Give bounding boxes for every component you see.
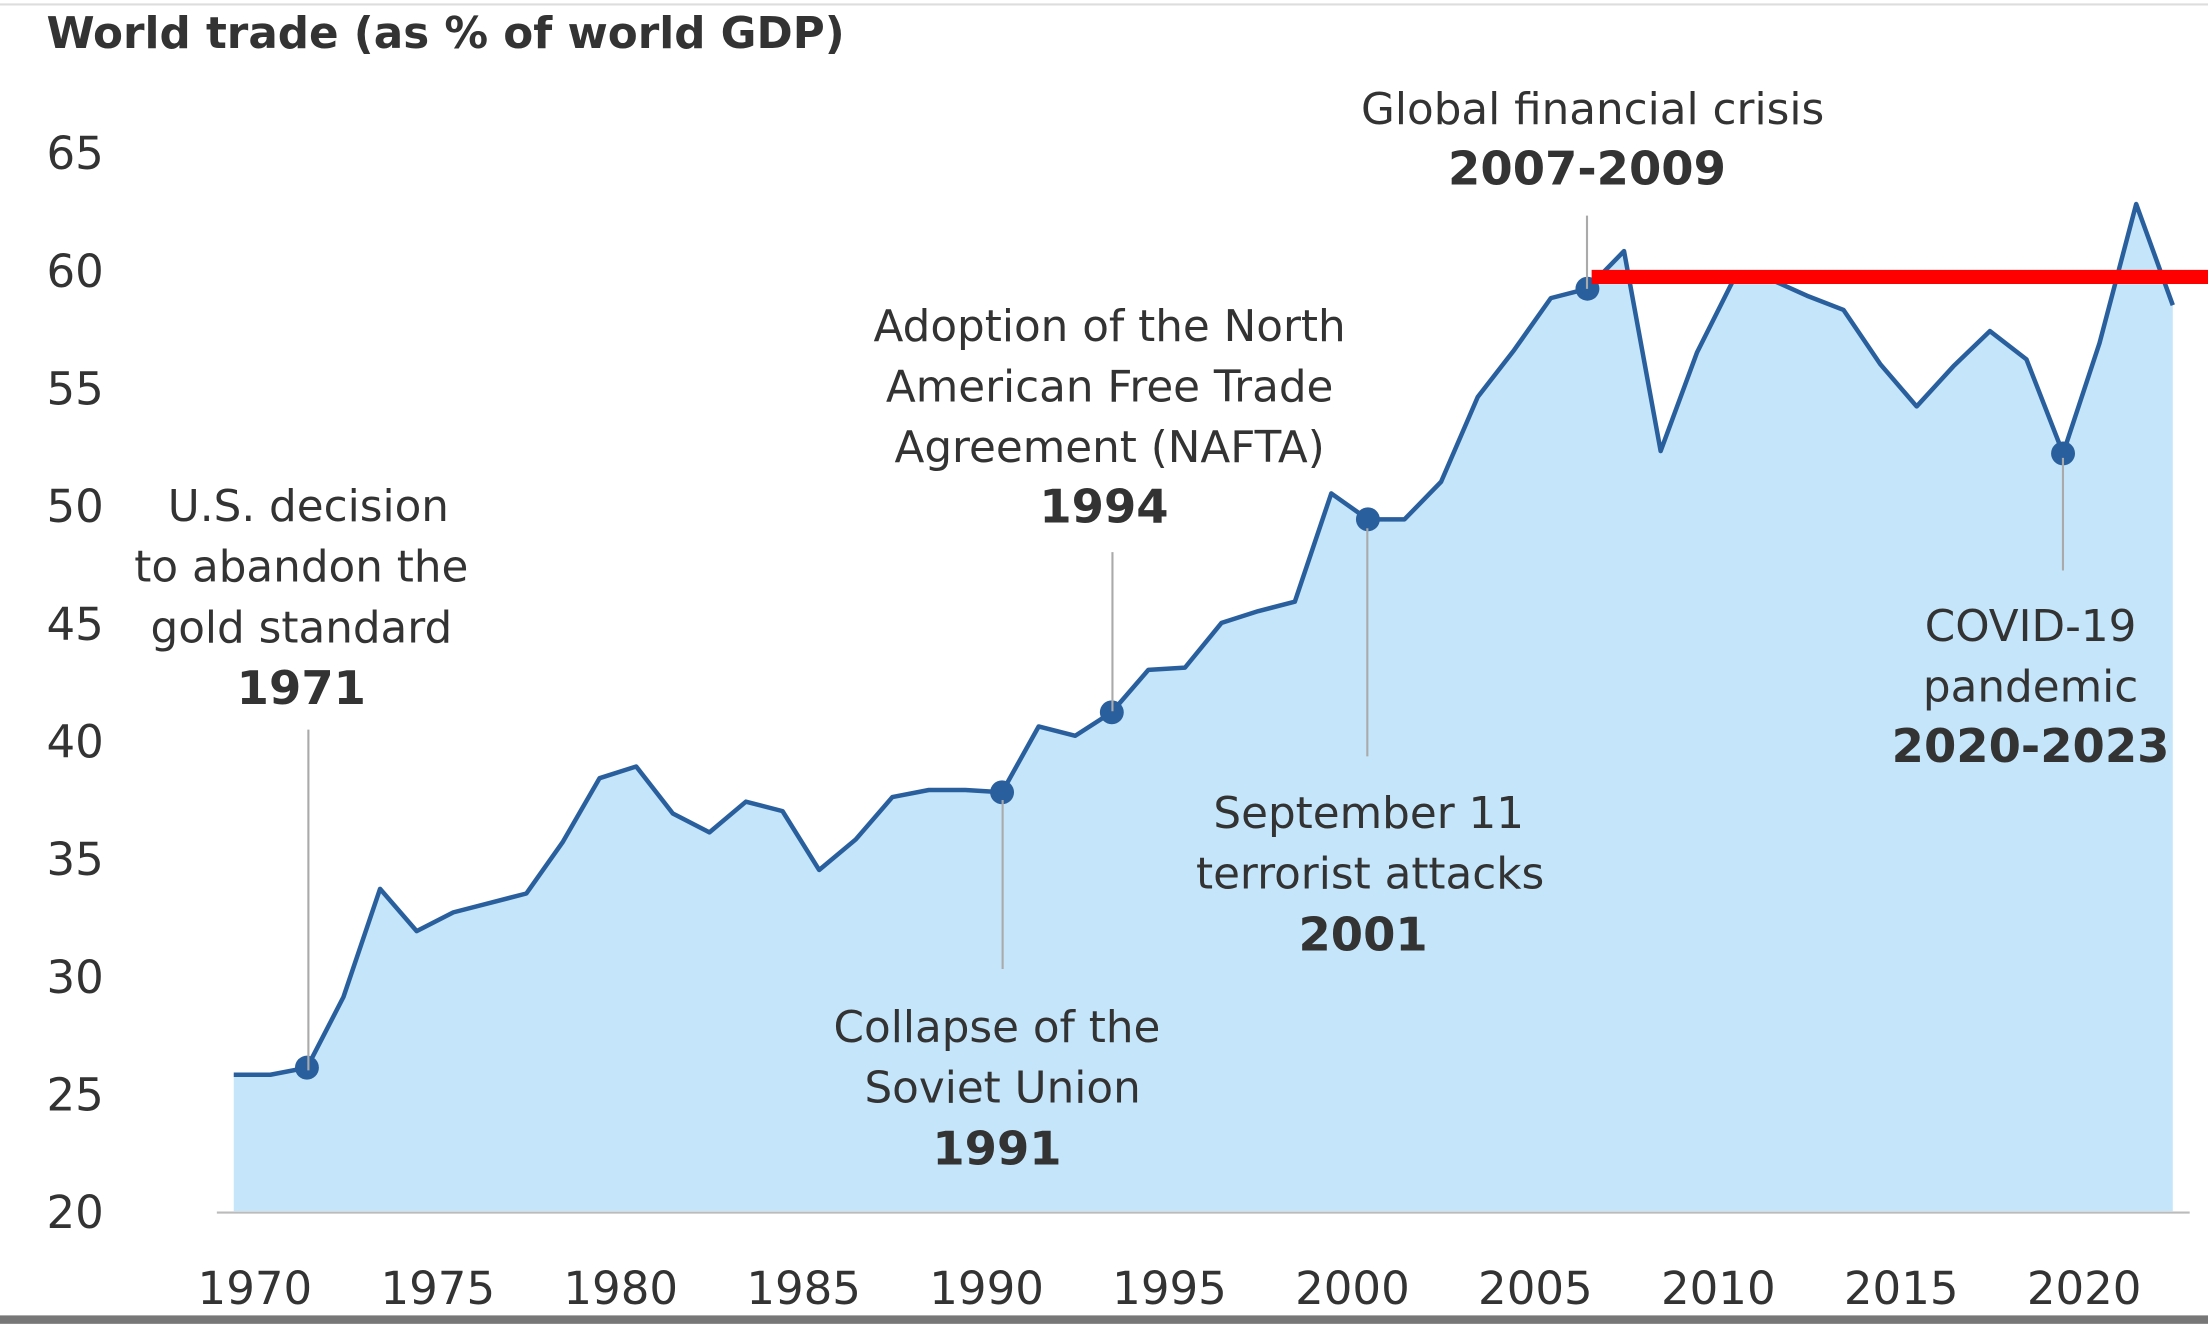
x-tick-label: 1980 [563,1262,678,1315]
area-fill [233,204,2173,1212]
y-tick-label: 35 [46,833,103,886]
svg-text:U.S. decision: U.S. decision [168,481,449,532]
annotation-covid-19: COVID-19 pandemic 2020-2023 [1892,601,2170,773]
y-tick-label: 50 [46,480,103,533]
x-axis: 1970 1975 1980 1985 1990 1995 2000 2005 2010 2015… [198,1262,2142,1315]
plot-area [216,201,2208,1214]
svg-text:1991: 1991 [932,1122,1061,1176]
event-marker [990,780,1015,805]
x-tick-label: 2020 [2027,1262,2142,1315]
svg-text:terrorist attacks: terrorist attacks [1196,849,1544,900]
svg-text:2007-2009: 2007-2009 [1448,142,1726,196]
x-tick-label: 1985 [746,1262,861,1315]
chart-title: World trade (as % of world GDP) [46,8,844,59]
svg-text:American Free Trade: American Free Trade [886,361,1334,412]
annotation-gold-standard: U.S. decision to abandon the gold standa… [134,481,468,715]
series-line [233,201,2175,1077]
y-tick-label: 65 [46,127,103,180]
svg-text:2001: 2001 [1298,908,1427,962]
svg-text:Global financial crisis: Global financial crisis [1361,84,1824,135]
y-tick-label: 40 [46,715,103,768]
x-tick-label: 2015 [1844,1262,1959,1315]
svg-text:2020-2023: 2020-2023 [1892,719,2170,773]
x-tick-label: 1975 [380,1262,495,1315]
svg-text:September 11: September 11 [1213,788,1524,839]
x-tick-label: 1970 [198,1262,313,1315]
svg-text:to abandon the: to abandon the [134,542,468,593]
svg-text:Agreement (NAFTA): Agreement (NAFTA) [895,422,1325,473]
event-marker [1355,507,1380,532]
x-tick-label: 1995 [1112,1262,1227,1315]
y-tick-label: 20 [46,1186,103,1239]
x-tick-label: 1990 [929,1262,1044,1315]
y-tick-label: 55 [46,362,103,415]
annotation-soviet-union: Collapse of the Soviet Union 1991 [834,1002,1161,1176]
bottom-bar [0,1315,2208,1324]
event-marker [2051,441,2076,466]
svg-text:Soviet Union: Soviet Union [864,1063,1140,1114]
svg-text:1971: 1971 [237,661,366,715]
y-tick-label: 45 [46,598,103,651]
x-tick-label: 2010 [1661,1262,1776,1315]
annotation-financial-crisis: Global financial crisis 2007-2009 [1361,84,1824,196]
svg-text:Adoption of the North: Adoption of the North [874,301,1346,352]
svg-text:Collapse of the: Collapse of the [834,1002,1161,1053]
y-tick-label: 25 [46,1068,103,1121]
y-tick-label: 60 [46,245,103,298]
svg-text:pandemic: pandemic [1923,661,2138,712]
event-marker [1099,700,1124,725]
annotation-nafta: Adoption of the North American Free Trad… [874,301,1346,534]
annotation-september-11: September 11 terrorist attacks 2001 [1196,788,1544,962]
x-tick-label: 2005 [1478,1262,1593,1315]
x-tick-label: 2000 [1295,1262,1410,1315]
y-tick-label: 30 [46,951,103,1004]
svg-text:1994: 1994 [1039,480,1168,534]
y-axis: 20 25 30 35 40 45 50 55 60 65 [46,127,103,1239]
svg-text:COVID-19: COVID-19 [1925,601,2137,652]
event-marker [294,1055,319,1080]
svg-text:gold standard: gold standard [151,602,453,653]
